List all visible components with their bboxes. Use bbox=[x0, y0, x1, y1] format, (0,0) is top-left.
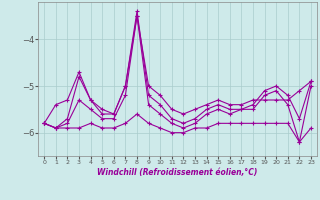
X-axis label: Windchill (Refroidissement éolien,°C): Windchill (Refroidissement éolien,°C) bbox=[97, 168, 258, 177]
